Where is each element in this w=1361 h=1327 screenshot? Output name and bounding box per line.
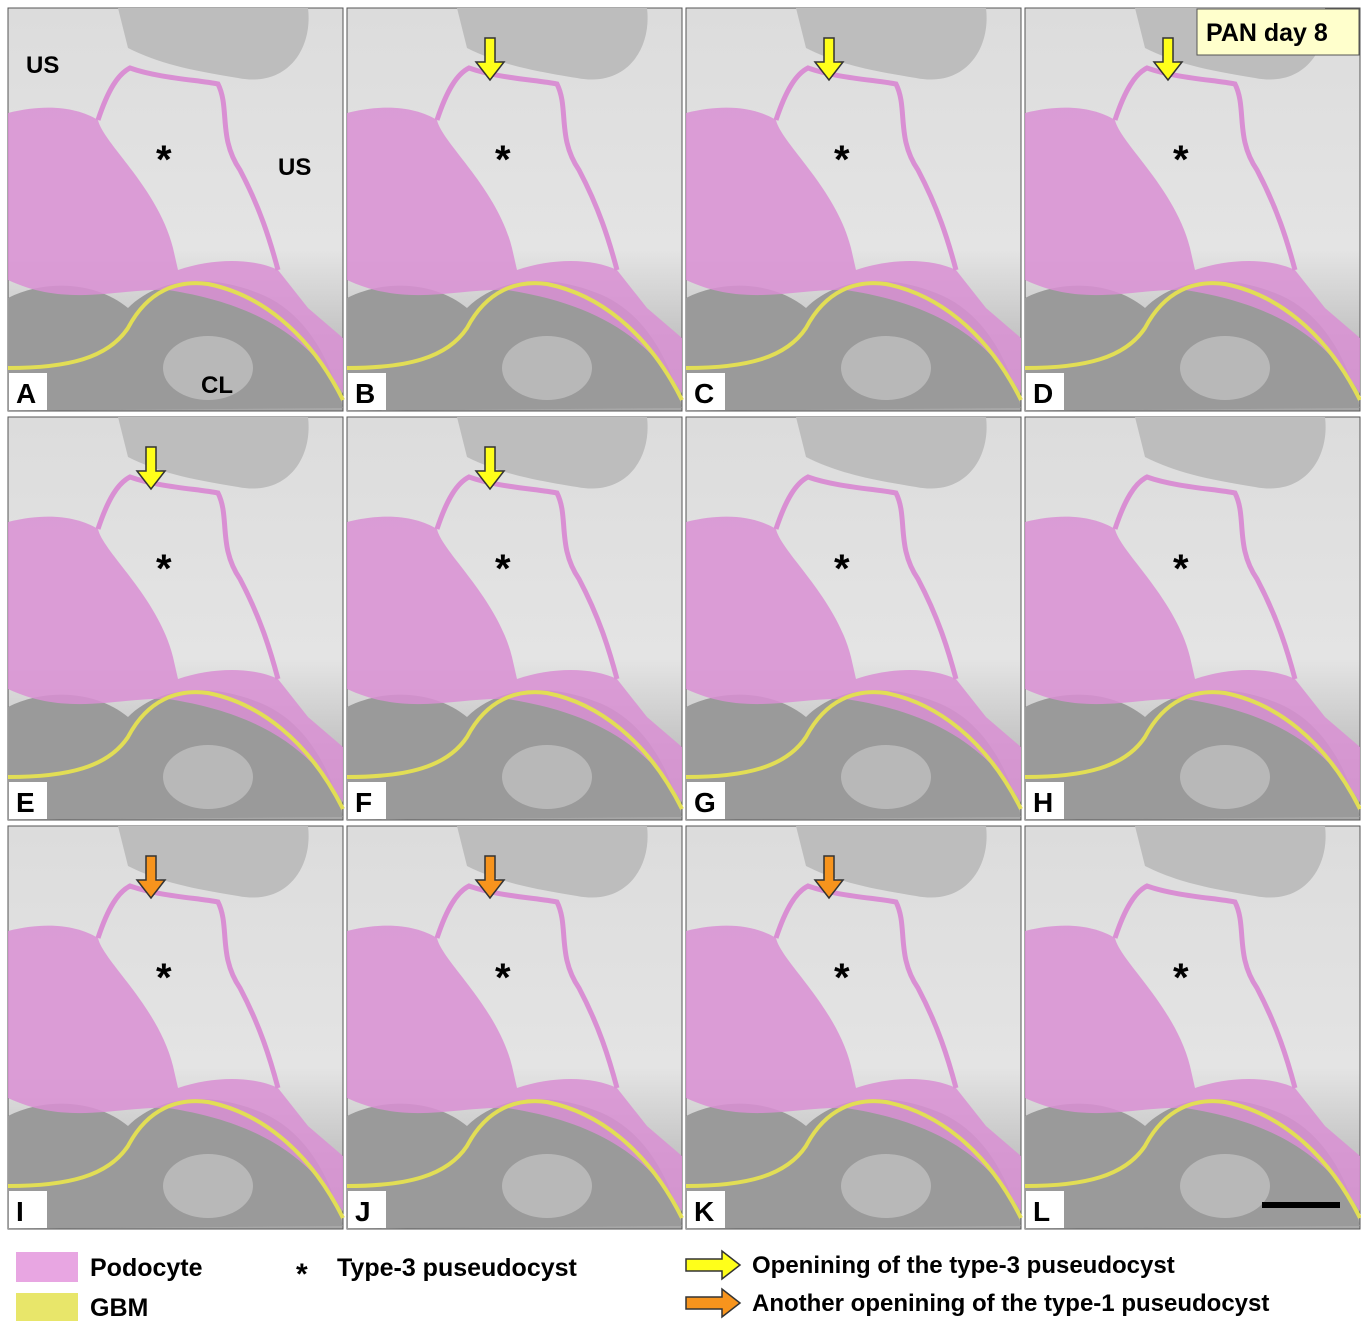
panel-label: J xyxy=(355,1196,371,1227)
panel-label: A xyxy=(16,378,36,409)
asterisk: * xyxy=(495,138,511,182)
legend-label: Podocyte xyxy=(90,1254,203,1282)
capillary-lumen xyxy=(502,336,592,400)
capillary-lumen xyxy=(163,1154,253,1218)
yellow-arrow-icon xyxy=(686,1251,740,1279)
capillary-lumen xyxy=(841,336,931,400)
legend-label: Type-3 puseudocyst xyxy=(337,1254,578,1282)
micrograph-panel: *E xyxy=(8,417,343,820)
micrograph-panel: *C xyxy=(686,8,1021,411)
legend-label: Another openining of the type-1 puseudoc… xyxy=(752,1290,1269,1317)
panel-label: D xyxy=(1033,378,1053,409)
micrograph-panel: * D PAN day 8 xyxy=(1025,8,1360,411)
capillary-lumen xyxy=(841,1154,931,1218)
asterisk: * xyxy=(1173,956,1189,1000)
micrograph-panel: *J xyxy=(347,826,682,1229)
asterisk: * xyxy=(495,547,511,591)
capillary-lumen xyxy=(1180,336,1270,400)
micrograph-panel: *B xyxy=(347,8,682,411)
orange-arrow-icon xyxy=(686,1289,740,1317)
podocyte-swatch xyxy=(16,1252,78,1282)
asterisk: * xyxy=(834,138,850,182)
scale-bar xyxy=(1262,1202,1340,1208)
micrograph-panel: *H xyxy=(1025,417,1360,820)
asterisk: * xyxy=(156,547,172,591)
label-box xyxy=(9,1191,47,1228)
panel-label: H xyxy=(1033,787,1053,818)
page: Podocyte GBM * Type-3 puseudocyst Openin… xyxy=(0,0,1361,1327)
micrograph-panel: *I xyxy=(8,826,343,1229)
micrograph-panel: *G xyxy=(686,417,1021,820)
panel-label: K xyxy=(694,1196,714,1227)
region-label: CL xyxy=(201,372,233,399)
asterisk: * xyxy=(495,956,511,1000)
asterisk: * xyxy=(834,956,850,1000)
panel-label: C xyxy=(694,378,714,409)
capillary-lumen xyxy=(163,745,253,809)
panel-label: I xyxy=(16,1196,24,1227)
micrograph-panel: *L xyxy=(1025,826,1360,1229)
micrograph-panel: * A US US CL xyxy=(8,8,343,411)
micrograph-panel: *K xyxy=(686,826,1021,1229)
panel-label: F xyxy=(355,787,372,818)
asterisk: * xyxy=(156,956,172,1000)
asterisk: * xyxy=(156,138,172,182)
panel-label: G xyxy=(694,787,716,818)
capillary-lumen xyxy=(502,745,592,809)
figure: Podocyte GBM * Type-3 puseudocyst Openin… xyxy=(0,0,1361,1322)
panel-label: B xyxy=(355,378,375,409)
region-label: US xyxy=(278,154,311,181)
capillary-lumen xyxy=(1180,745,1270,809)
panel-label: E xyxy=(16,787,35,818)
capillary-lumen xyxy=(502,1154,592,1218)
micrograph-panel: *F xyxy=(347,417,682,820)
region-label: US xyxy=(26,52,59,79)
legend-label: Openining of the type-3 puseudocyst xyxy=(752,1252,1175,1279)
asterisk: * xyxy=(1173,138,1189,182)
asterisk: * xyxy=(1173,547,1189,591)
panel-label: L xyxy=(1033,1196,1050,1227)
legend-label: GBM xyxy=(90,1294,148,1322)
gbm-swatch xyxy=(16,1293,78,1321)
stage-label: PAN day 8 xyxy=(1206,19,1328,47)
asterisk: * xyxy=(834,547,850,591)
capillary-lumen xyxy=(1180,1154,1270,1218)
asterisk-symbol: * xyxy=(296,1258,308,1291)
capillary-lumen xyxy=(841,745,931,809)
